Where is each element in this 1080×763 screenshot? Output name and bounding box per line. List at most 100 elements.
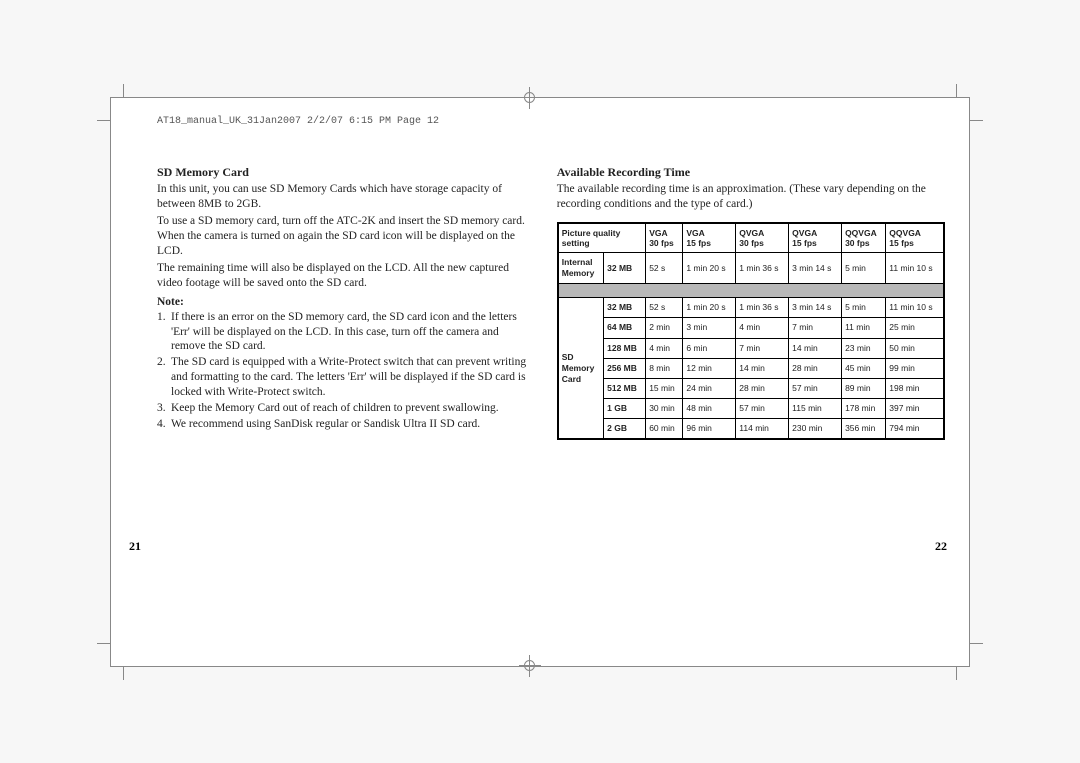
data-cell: 25 min <box>886 318 944 338</box>
data-cell: 4 min <box>646 338 683 358</box>
data-cell: 178 min <box>842 398 886 418</box>
recording-time-table: Picture quality setting VGA30 fps VGA15 … <box>557 222 945 440</box>
row-group-label: SD Memory Card <box>558 298 604 439</box>
data-cell: 24 min <box>683 378 736 398</box>
data-cell: 12 min <box>683 358 736 378</box>
size-cell: 512 MB <box>604 378 646 398</box>
data-cell: 8 min <box>646 358 683 378</box>
registration-mark-icon <box>519 655 541 677</box>
size-cell: 256 MB <box>604 358 646 378</box>
data-cell: 48 min <box>683 398 736 418</box>
header-cell: QVGA15 fps <box>789 223 842 253</box>
data-cell: 99 min <box>886 358 944 378</box>
table-row: 64 MB 2 min 3 min 4 min 7 min 11 min 25 … <box>558 318 944 338</box>
data-cell: 7 min <box>736 338 789 358</box>
table-row: 512 MB 15 min 24 min 28 min 57 min 89 mi… <box>558 378 944 398</box>
crop-mark-icon <box>97 120 111 121</box>
section-title: Available Recording Time <box>557 165 945 181</box>
list-number: 4. <box>157 417 171 432</box>
data-cell: 28 min <box>789 358 842 378</box>
data-cell: 2 min <box>646 318 683 338</box>
data-cell: 11 min 10 s <box>886 253 944 284</box>
table-row: 1 GB 30 min 48 min 57 min 115 min 178 mi… <box>558 398 944 418</box>
data-cell: 397 min <box>886 398 944 418</box>
data-cell: 89 min <box>842 378 886 398</box>
data-cell: 30 min <box>646 398 683 418</box>
data-cell: 114 min <box>736 418 789 439</box>
data-cell: 3 min 14 s <box>789 253 842 284</box>
list-number: 3. <box>157 401 171 416</box>
list-number: 1. <box>157 310 171 355</box>
header-cell: QVGA30 fps <box>736 223 789 253</box>
data-cell: 14 min <box>736 358 789 378</box>
size-cell: 64 MB <box>604 318 646 338</box>
note-item: We recommend using SanDisk regular or Sa… <box>171 417 527 432</box>
note-list: 1.If there is an error on the SD memory … <box>157 310 527 433</box>
two-column-spread: SD Memory Card In this unit, you can use… <box>157 165 945 440</box>
paragraph: The available recording time is an appro… <box>557 182 945 212</box>
data-cell: 11 min 10 s <box>886 298 944 318</box>
list-number: 2. <box>157 355 171 400</box>
data-cell: 96 min <box>683 418 736 439</box>
crop-mark-icon <box>969 643 983 644</box>
table-row: 128 MB 4 min 6 min 7 min 14 min 23 min 5… <box>558 338 944 358</box>
data-cell: 1 min 20 s <box>683 253 736 284</box>
right-page: Available Recording Time The available r… <box>557 165 945 440</box>
crop-mark-icon <box>956 666 957 680</box>
note-heading: Note: <box>157 295 527 310</box>
crop-mark-icon <box>123 84 124 98</box>
data-cell: 15 min <box>646 378 683 398</box>
page-number-right: 22 <box>935 539 947 554</box>
header-cell: VGA15 fps <box>683 223 736 253</box>
data-cell: 52 s <box>646 298 683 318</box>
size-cell: 32 MB <box>604 253 646 284</box>
table-header-row: Picture quality setting VGA30 fps VGA15 … <box>558 223 944 253</box>
data-cell: 7 min <box>789 318 842 338</box>
crop-mark-icon <box>956 84 957 98</box>
data-cell: 5 min <box>842 253 886 284</box>
section-title: SD Memory Card <box>157 165 527 181</box>
data-cell: 1 min 20 s <box>683 298 736 318</box>
registration-mark-icon <box>519 87 541 109</box>
paragraph: To use a SD memory card, turn off the AT… <box>157 214 527 259</box>
table-row: 256 MB 8 min 12 min 14 min 28 min 45 min… <box>558 358 944 378</box>
data-cell: 1 min 36 s <box>736 253 789 284</box>
data-cell: 57 min <box>736 398 789 418</box>
data-cell: 45 min <box>842 358 886 378</box>
note-item: Keep the Memory Card out of reach of chi… <box>171 401 527 416</box>
data-cell: 230 min <box>789 418 842 439</box>
print-header: AT18_manual_UK_31Jan2007 2/2/07 6:15 PM … <box>157 116 945 127</box>
data-cell: 23 min <box>842 338 886 358</box>
header-cell: QQVGA30 fps <box>842 223 886 253</box>
data-cell: 3 min <box>683 318 736 338</box>
data-cell: 52 s <box>646 253 683 284</box>
data-cell: 794 min <box>886 418 944 439</box>
crop-mark-icon <box>123 666 124 680</box>
table-row: SD Memory Card 32 MB 52 s 1 min 20 s 1 m… <box>558 298 944 318</box>
paragraph: The remaining time will also be displaye… <box>157 261 527 291</box>
table-row: Internal Memory 32 MB 52 s 1 min 20 s 1 … <box>558 253 944 284</box>
data-cell: 115 min <box>789 398 842 418</box>
data-cell: 4 min <box>736 318 789 338</box>
data-cell: 11 min <box>842 318 886 338</box>
table-row: 2 GB 60 min 96 min 114 min 230 min 356 m… <box>558 418 944 439</box>
data-cell: 6 min <box>683 338 736 358</box>
page-number-left: 21 <box>129 539 141 554</box>
crop-mark-icon <box>97 643 111 644</box>
data-cell: 50 min <box>886 338 944 358</box>
data-cell: 14 min <box>789 338 842 358</box>
data-cell: 60 min <box>646 418 683 439</box>
row-group-label: Internal Memory <box>558 253 604 284</box>
header-cell: QQVGA15 fps <box>886 223 944 253</box>
size-cell: 128 MB <box>604 338 646 358</box>
separator-row <box>558 284 944 298</box>
data-cell: 1 min 36 s <box>736 298 789 318</box>
manual-page-spread: AT18_manual_UK_31Jan2007 2/2/07 6:15 PM … <box>110 97 970 667</box>
note-item: If there is an error on the SD memory ca… <box>171 310 527 355</box>
size-cell: 1 GB <box>604 398 646 418</box>
note-item: The SD card is equipped with a Write-Pro… <box>171 355 527 400</box>
data-cell: 356 min <box>842 418 886 439</box>
header-cell: VGA30 fps <box>646 223 683 253</box>
data-cell: 28 min <box>736 378 789 398</box>
data-cell: 57 min <box>789 378 842 398</box>
